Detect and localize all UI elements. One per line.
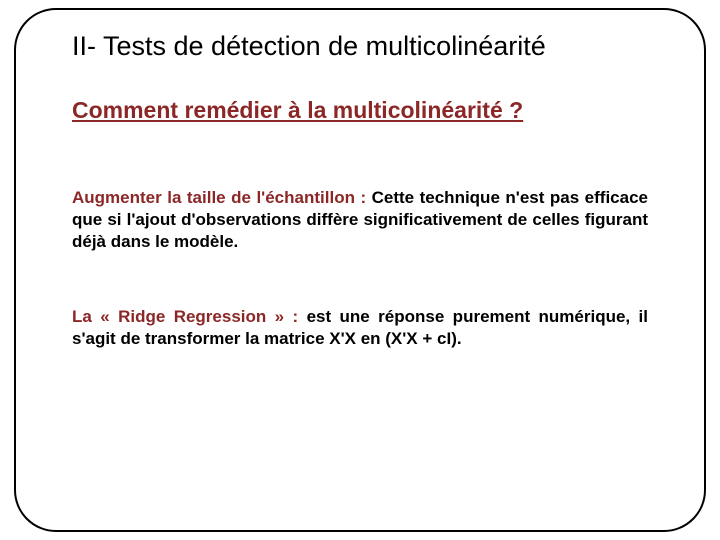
paragraph-1-lead: Augmenter la taille de l'échantillon : <box>72 188 372 207</box>
slide-title: II- Tests de détection de multicolinéari… <box>72 30 648 62</box>
slide-subtitle: Comment remédier à la multicolinéarité ? <box>72 96 648 125</box>
slide-content: II- Tests de détection de multicolinéari… <box>72 30 648 404</box>
paragraph-2-lead: La « Ridge Regression » : <box>72 307 307 326</box>
slide: II- Tests de détection de multicolinéari… <box>0 0 720 540</box>
paragraph-1: Augmenter la taille de l'échantillon : C… <box>72 187 648 252</box>
paragraph-2: La « Ridge Regression » : est une répons… <box>72 306 648 350</box>
